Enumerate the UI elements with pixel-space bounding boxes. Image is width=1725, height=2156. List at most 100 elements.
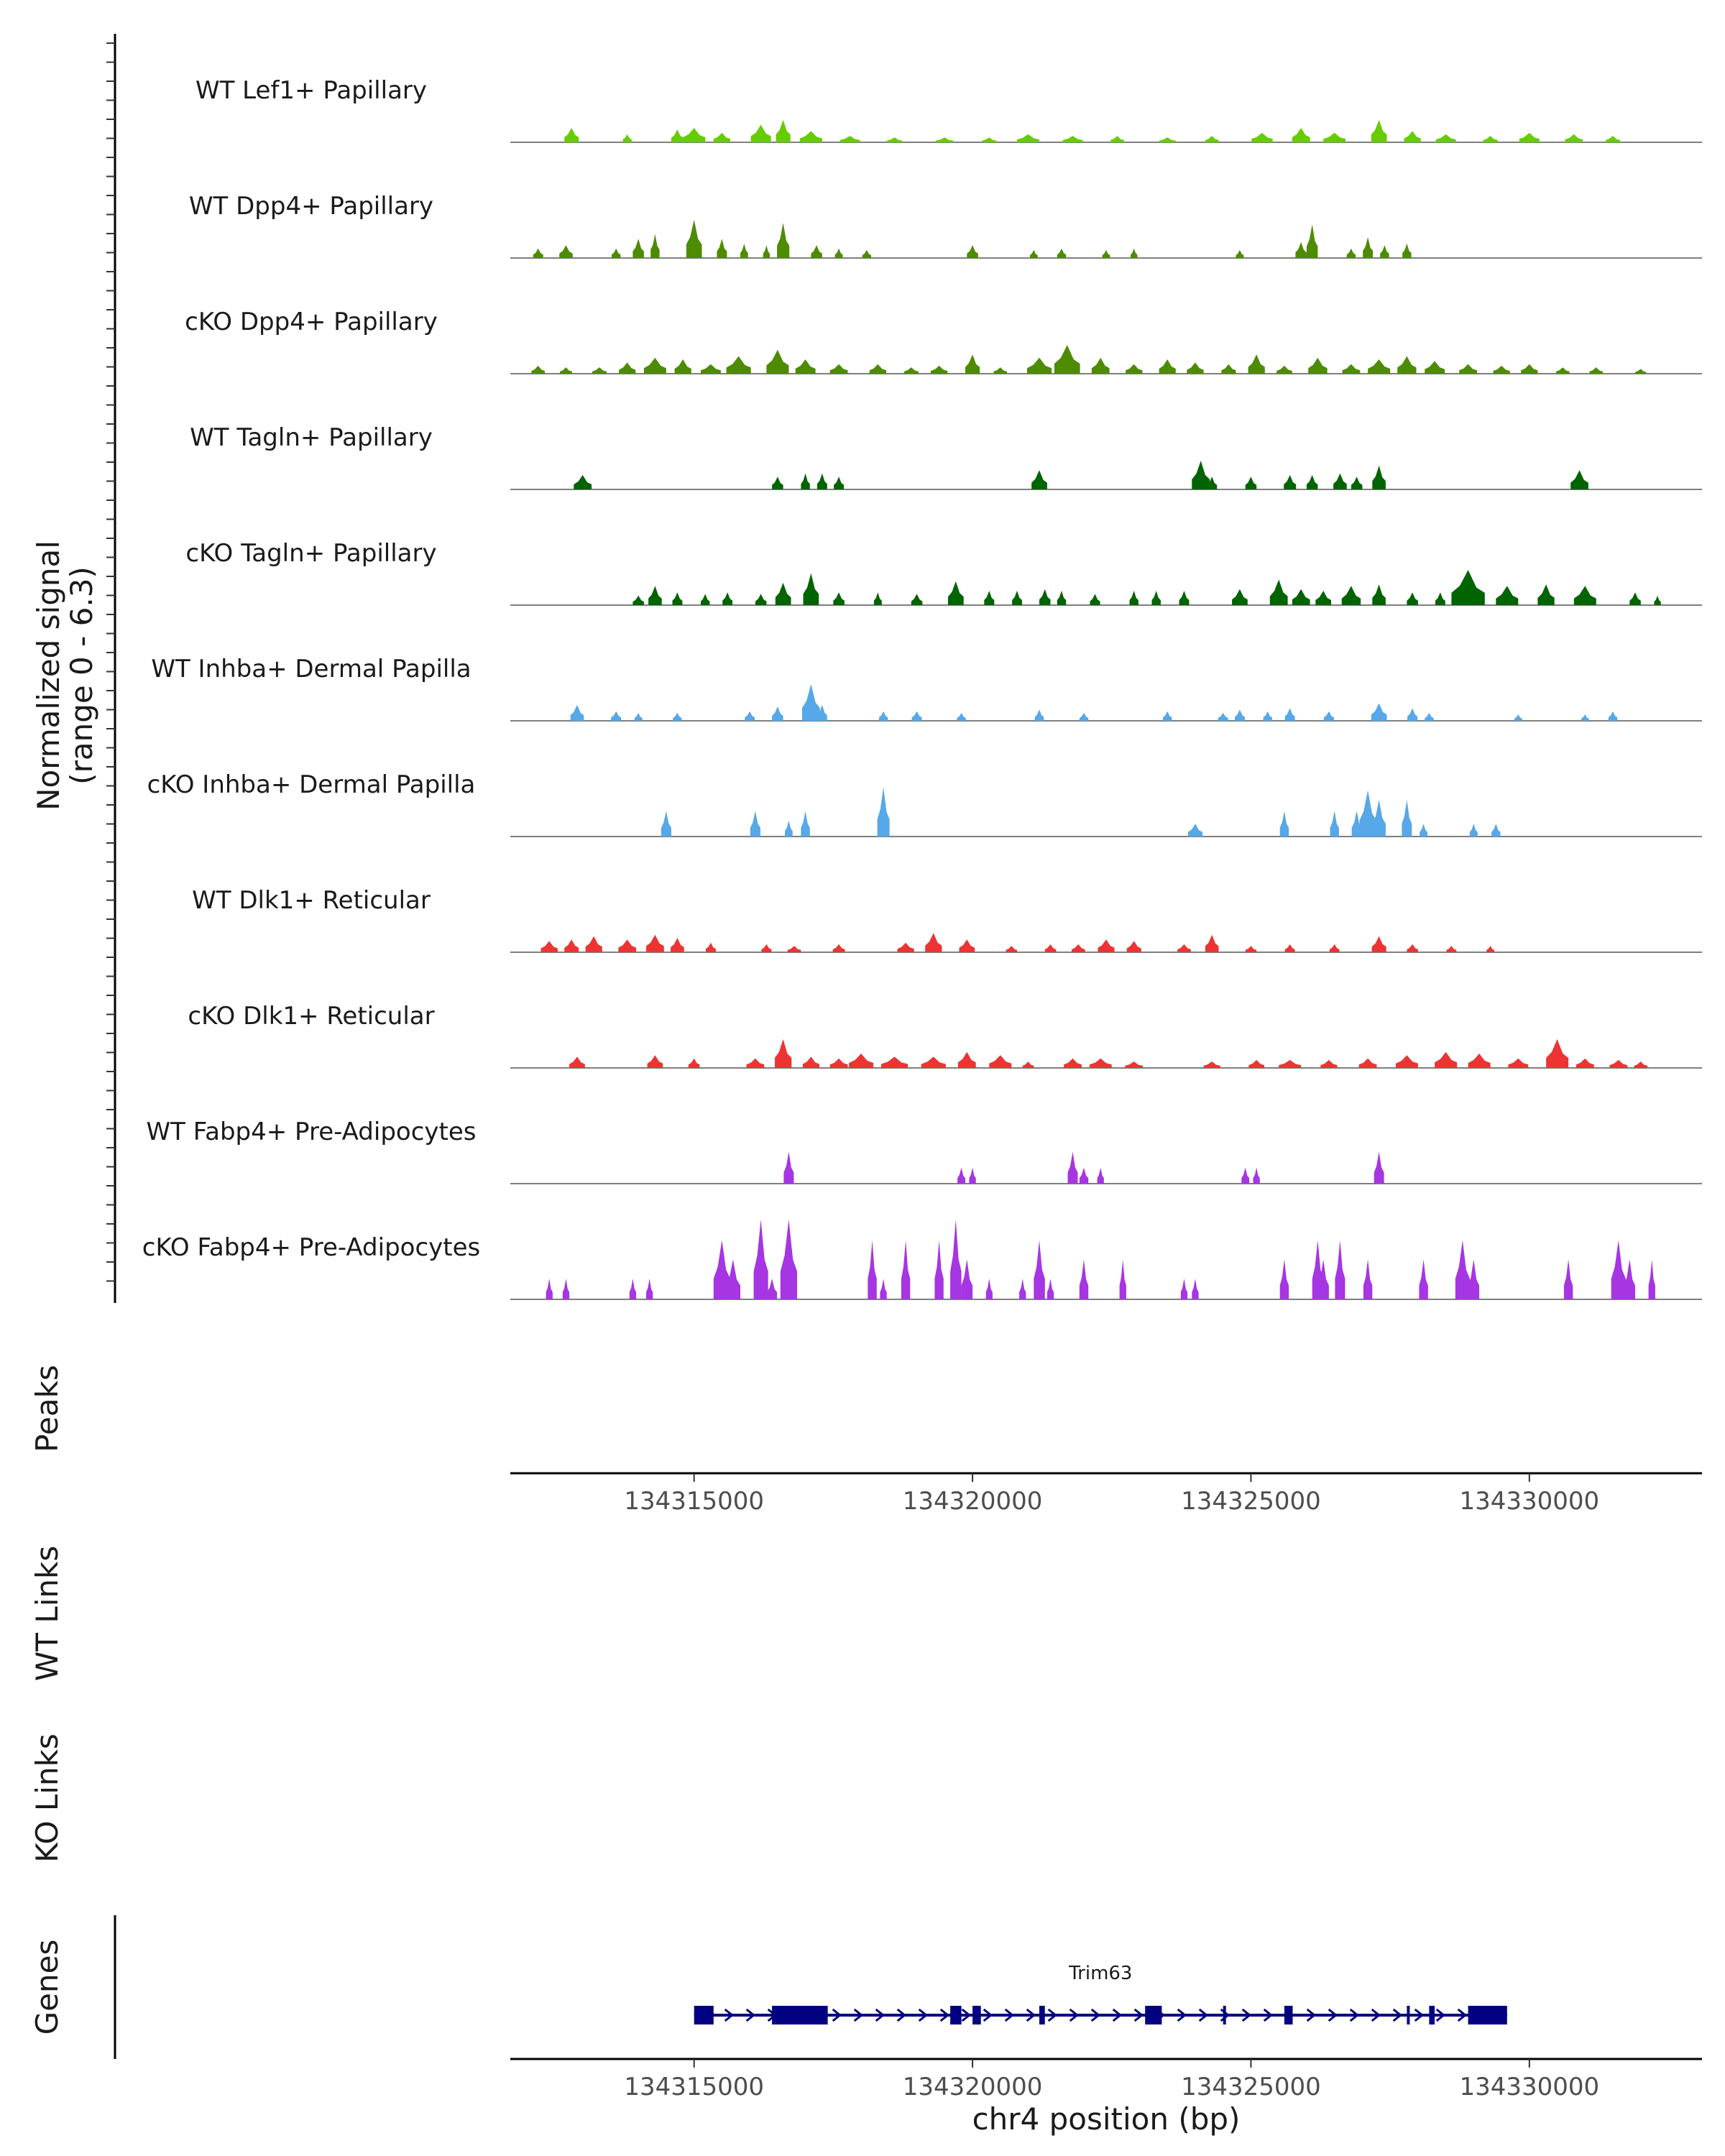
signal-peak [1581,714,1589,721]
signal-peak [1629,592,1641,605]
signal-peak [725,1259,740,1299]
signal-peak [1126,941,1141,952]
signal-peak [1248,354,1265,374]
strand-arrow [918,2008,929,2022]
signal-peak [717,239,727,258]
strand-arrow [1414,2008,1425,2022]
signal-peak [1351,476,1363,489]
signal-peak [785,820,793,837]
signal-peak [957,1167,965,1184]
signal-peak [1425,361,1445,374]
signal-peak [849,1054,874,1068]
signal-peak [869,364,886,374]
track: WT Fabp4+ Pre-Adipocytes [147,1118,1702,1184]
signal-peak [672,592,683,605]
signal-peak [1519,132,1540,142]
signal-peak [802,1056,819,1068]
signal-peak [886,137,903,142]
signal-peak [1019,1279,1026,1299]
signal-peak [1067,1151,1078,1184]
signal-peak [1279,1059,1302,1068]
signal-peak [1402,799,1412,837]
signal-peak [1218,712,1228,721]
signal-peak [632,595,644,605]
signal-peak [1419,1259,1428,1299]
signal-peak [619,362,636,374]
signal-peak [1263,711,1272,721]
signal-peak [1159,359,1176,374]
gene-name-label: Trim63 [1068,1963,1132,1984]
signal-peak [1236,249,1244,258]
signal-peak [834,476,845,489]
signal-peak [1102,249,1110,258]
signal-peak [877,787,890,837]
track-label: cKO Dlk1+ Reticular [188,1002,434,1031]
signal-peak [993,367,1008,374]
signal-peak [1491,824,1501,837]
y-axis-range: (range 0 - 6.3) [64,566,99,785]
signal-peak [1407,944,1418,952]
signal-peak [1192,461,1210,489]
signal-peak [1027,357,1052,374]
signal-peak [1372,584,1386,605]
strand-arrow [1069,2008,1080,2022]
signal-peak [1425,712,1434,721]
signal-peak [1624,1259,1635,1299]
signal-peak [965,354,980,374]
signal-peak [961,1259,973,1299]
signal-peak [713,132,730,142]
track: cKO Inhba+ Dermal Papilla [147,770,1702,837]
signal-peak [560,367,572,374]
signal-peak [1034,709,1044,721]
signal-peak [1451,570,1485,605]
signal-peak [1269,579,1288,605]
signal-peak [878,711,888,721]
signal-peak [1306,475,1318,489]
gene-exon [972,2006,981,2024]
signal-peak [629,1279,637,1299]
signal-peak [713,1240,730,1299]
ko-links-panel-label: KO Links [29,1733,65,1863]
genes-x-ticks: 134315000 134320000 134325000 134330000 [624,2059,1599,2101]
signal-peak [1308,357,1328,374]
signal-peak [799,131,822,142]
signal-peak [1323,132,1346,142]
signal-peak [1537,584,1555,605]
signal-peak [1251,132,1273,142]
x-tick-label: 134315000 [624,2073,764,2101]
coverage-tracks: WT Lef1+ Papillary WT Dpp4+ Papillary cKO … [142,76,1702,1300]
signal-peak [1363,1259,1373,1299]
signal-peak [1359,790,1376,837]
track-label: cKO Dpp4+ Papillary [185,308,438,336]
signal-peak [1187,824,1202,837]
track: WT Dlk1+ Reticular [192,886,1702,953]
signal-peak [783,1151,794,1184]
signal-peak [632,239,644,258]
signal-peak [787,946,801,952]
gene-exon [1145,2006,1162,2024]
signal-peak [1221,364,1236,374]
signal-peak [1372,799,1386,837]
signal-peak [648,586,662,605]
signal-peak [618,939,637,952]
signal-peak [1330,811,1339,837]
signal-peak [562,1279,570,1299]
signal-peak [1054,345,1080,374]
signal-peak [873,592,882,605]
signal-peak [1606,136,1621,142]
signal-peak [921,1056,946,1068]
signal-peak [1521,364,1538,374]
signal-peak [776,119,791,142]
signal-peak [1323,711,1334,721]
signal-peak [1435,1051,1458,1068]
signal-peak [1079,1259,1089,1299]
signal-peak [1031,470,1047,489]
signal-peak [650,234,660,258]
signal-peak [1493,365,1510,374]
gene-track [694,2006,1507,2024]
strand-arrow [983,2008,993,2022]
signal-peak [688,1058,700,1068]
signal-peak [1284,708,1295,721]
signal-peak [559,245,573,258]
